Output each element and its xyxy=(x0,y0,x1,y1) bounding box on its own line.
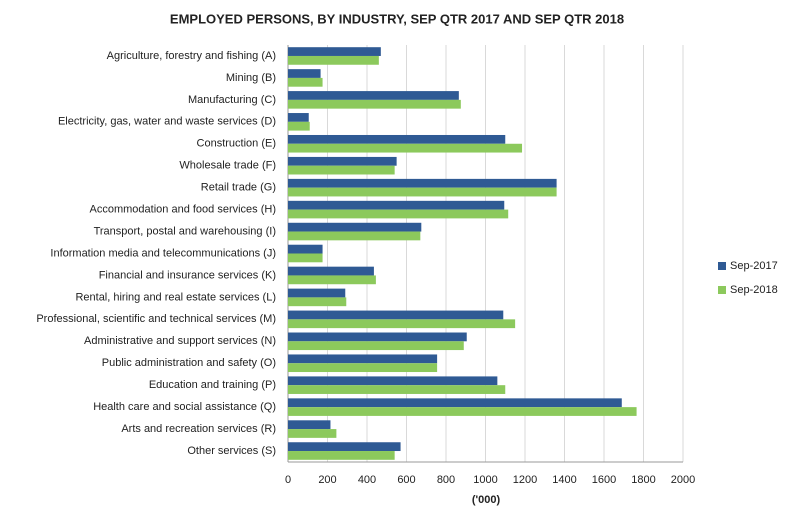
bar xyxy=(288,113,309,122)
x-tick-label: 0 xyxy=(285,474,291,486)
x-tick-label: 1400 xyxy=(552,474,576,486)
x-axis-label: ('000) xyxy=(472,494,501,506)
bar xyxy=(288,143,523,153)
x-tick-label: 600 xyxy=(397,474,415,486)
bar xyxy=(288,77,323,87)
bar xyxy=(288,156,397,166)
bar xyxy=(288,253,323,263)
bar xyxy=(288,121,310,131)
bar xyxy=(288,332,467,342)
bar xyxy=(288,385,506,394)
y-tick-label: Agriculture, forestry and fishing (A) xyxy=(107,50,276,62)
bar xyxy=(288,244,323,254)
bar xyxy=(288,200,505,210)
y-tick-label: Other services (S) xyxy=(187,445,276,457)
x-tick-label: 1800 xyxy=(631,474,655,486)
x-tick-label: 2000 xyxy=(671,474,695,486)
bar xyxy=(288,134,506,144)
bar xyxy=(288,442,401,452)
x-tick-label: 1200 xyxy=(513,474,537,486)
bar xyxy=(288,187,557,197)
bar xyxy=(288,376,498,386)
bar xyxy=(288,266,374,276)
bar xyxy=(288,297,347,307)
y-tick-label: Public administration and safety (O) xyxy=(102,357,276,369)
y-tick-label: Mining (B) xyxy=(226,72,276,84)
bar xyxy=(288,222,422,232)
y-tick-label: Wholesale trade (F) xyxy=(179,160,276,172)
y-tick-label: Health care and social assistance (Q) xyxy=(93,401,276,413)
bar xyxy=(288,319,516,329)
chart-title: EMPLOYED PERSONS, BY INDUSTRY, SEP QTR 2… xyxy=(170,11,624,26)
bar xyxy=(288,69,321,78)
y-tick-label: Construction (E) xyxy=(197,138,276,150)
bar xyxy=(288,55,379,65)
bar xyxy=(288,407,637,416)
bar xyxy=(288,209,509,219)
bar xyxy=(288,341,464,351)
y-tick-label: Information media and telecommunications… xyxy=(50,247,276,259)
bar xyxy=(288,451,395,460)
x-tick-label: 200 xyxy=(318,474,336,486)
y-tick-label: Financial and insurance services (K) xyxy=(99,269,276,281)
bar xyxy=(288,47,381,56)
x-tick-label: 1600 xyxy=(592,474,616,486)
legend-label: Sep-2018 xyxy=(730,284,778,296)
bar xyxy=(288,310,504,320)
x-tick-label: 1000 xyxy=(473,474,497,486)
bar xyxy=(288,178,557,188)
bar xyxy=(288,420,331,430)
bar xyxy=(288,165,395,175)
bar xyxy=(288,231,421,241)
y-tick-label: Education and training (P) xyxy=(149,379,276,391)
y-tick-label: Transport, postal and warehousing (I) xyxy=(94,225,276,237)
x-tick-label: 800 xyxy=(437,474,455,486)
legend-swatch xyxy=(718,286,726,294)
y-tick-label: Retail trade (G) xyxy=(201,182,276,194)
y-tick-label: Administrative and support services (N) xyxy=(84,335,276,347)
bar xyxy=(288,288,346,298)
y-tick-label: Electricity, gas, water and waste servic… xyxy=(58,116,276,128)
bar xyxy=(288,275,376,285)
y-tick-label: Accommodation and food services (H) xyxy=(90,204,276,216)
bar xyxy=(288,363,438,373)
bar xyxy=(288,398,622,408)
y-tick-label: Manufacturing (C) xyxy=(188,94,276,106)
legend-swatch xyxy=(718,262,726,270)
y-tick-label: Professional, scientific and technical s… xyxy=(36,313,276,325)
y-tick-label: Arts and recreation services (R) xyxy=(121,423,276,435)
bar xyxy=(288,354,438,364)
legend-label: Sep-2017 xyxy=(730,260,778,272)
y-tick-label: Rental, hiring and real estate services … xyxy=(75,291,276,303)
bar xyxy=(288,91,459,100)
bar xyxy=(288,99,461,109)
bar xyxy=(288,429,337,438)
x-tick-label: 400 xyxy=(358,474,376,486)
